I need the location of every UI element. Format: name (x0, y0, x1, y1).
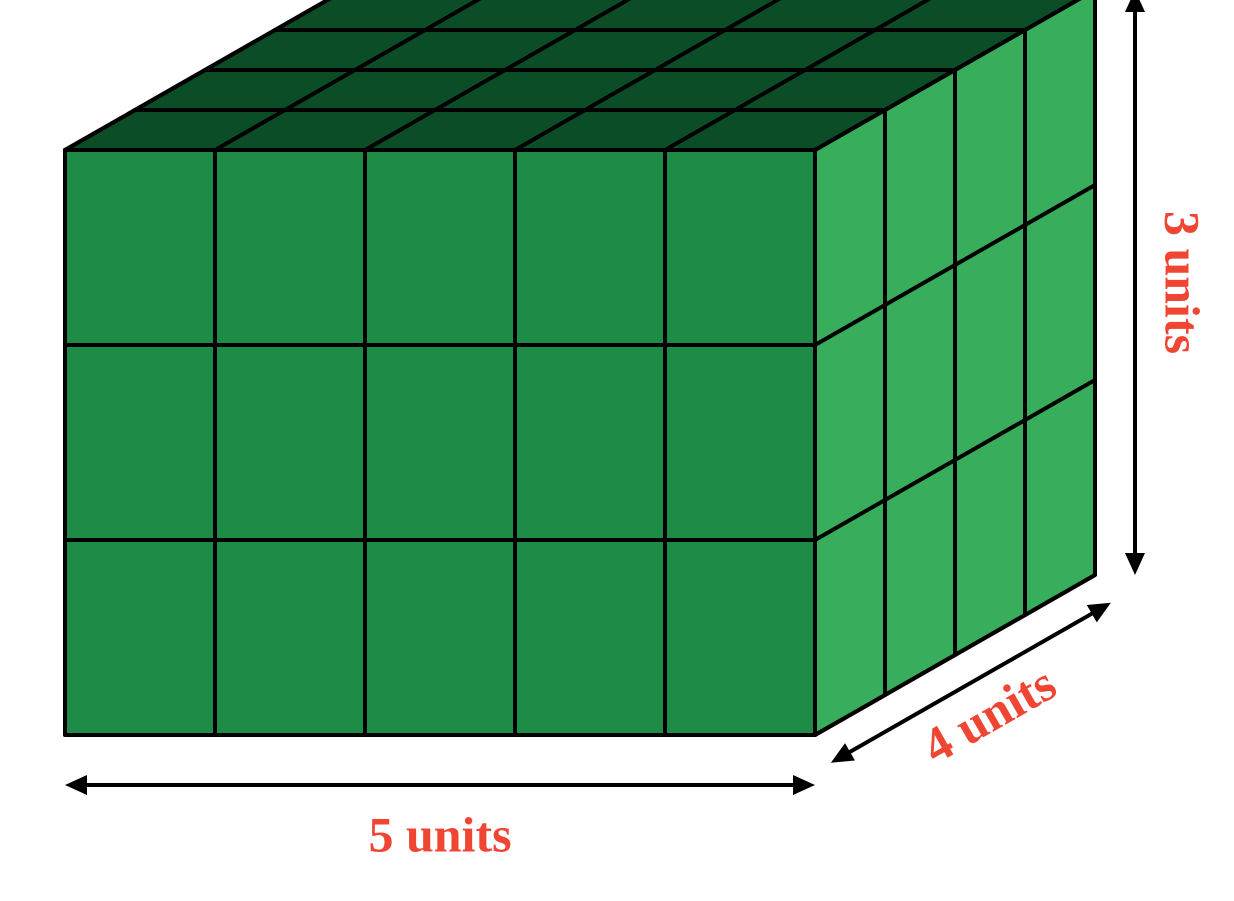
prism-diagram: 5 units4 units3 units (0, 0, 1234, 901)
height-label: 3 units (1155, 211, 1211, 354)
width-label: 5 units (368, 806, 511, 862)
